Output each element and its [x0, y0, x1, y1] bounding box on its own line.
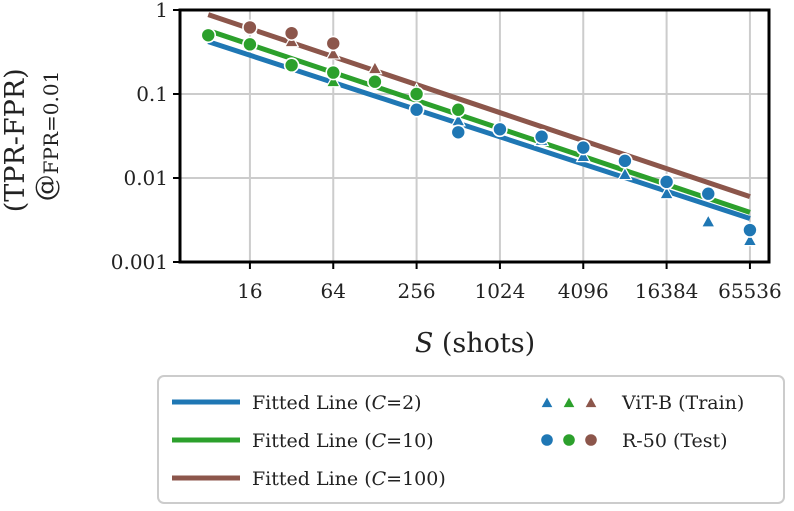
r50-test-point	[408, 86, 425, 102]
y-axis-title: (TPR-FPR) @FPR=0.01	[0, 60, 63, 213]
legend-line-entries: Fitted Line (C=2)Fitted Line (C=10)Fitte…	[172, 392, 446, 490]
x-tick-label: 4096	[558, 279, 609, 303]
legend-frame	[157, 375, 785, 504]
vit-b-train-point	[617, 166, 633, 181]
legend-circle-swatch	[561, 432, 577, 448]
data-points	[200, 19, 758, 247]
legend-line-label-suffix: =2)	[386, 392, 421, 414]
x-tick-label: 64	[321, 279, 346, 303]
legend-marker-entries: ViT-B (Train) R-50 (Test)	[539, 392, 744, 452]
r50-test-point	[450, 124, 467, 141]
vit-b-train-point	[325, 73, 341, 88]
r50-test-point	[700, 185, 717, 202]
y-tick-label: 1	[155, 0, 168, 22]
legend-circle-swatch	[583, 432, 599, 448]
r50-test-point	[617, 153, 633, 169]
legend-line-label-var: C	[372, 468, 387, 490]
r50-test-point	[492, 121, 508, 138]
r50-test-point	[325, 64, 342, 81]
r50-test-point	[242, 36, 258, 53]
plot-frame	[178, 8, 771, 264]
legend-marker-label: ViT-B (Train)	[621, 392, 744, 414]
legend-line-label-prefix: Fitted Line (	[252, 392, 372, 414]
r50-test-point	[450, 101, 467, 118]
r50-test-point	[367, 73, 383, 90]
legend-line-label: Fitted Line (C=2)	[252, 392, 422, 414]
y-tick-label: 0.1	[136, 82, 168, 106]
legend-line-label-suffix: =10)	[386, 430, 434, 452]
legend: Fitted Line (C=2)Fitted Line (C=10)Fitte…	[157, 375, 785, 504]
x-axis-title: S (shots)	[415, 328, 535, 359]
legend-line-label: Fitted Line (C=10)	[252, 430, 434, 452]
vit-b-train-point	[742, 232, 758, 247]
r50-test-point	[575, 139, 592, 156]
r50-test-point	[325, 35, 342, 52]
r50-test-point	[242, 19, 258, 36]
legend-circle-swatch	[539, 432, 555, 448]
vit-b-train-point	[367, 60, 383, 75]
vit-b-train-point	[325, 45, 341, 60]
vit-b-train-point	[658, 185, 675, 200]
y-axis-title-line2: FPR=0.01	[39, 71, 63, 175]
r50-test-point	[658, 174, 675, 190]
fitted-line-c-2	[207, 39, 751, 221]
legend-line-label-prefix: Fitted Line (	[252, 468, 372, 490]
vit-b-train-point	[575, 148, 591, 163]
r50-test-point	[408, 101, 425, 118]
x-axis-title-rest: (shots)	[433, 328, 535, 359]
x-tick-label: 16	[237, 279, 262, 303]
y-axis-title-at: @	[31, 174, 62, 201]
legend-triangle-swatch	[583, 395, 599, 409]
fitted-line-c-100	[207, 12, 751, 200]
y-axis-title-line1: (TPR-FPR)	[0, 68, 31, 212]
x-tick-label: 1024	[474, 279, 525, 303]
r50-test-point	[200, 27, 217, 44]
y-tick-label: 0.01	[123, 166, 168, 190]
x-tick-label: 256	[397, 279, 435, 303]
legend-line-label-var: C	[372, 430, 387, 452]
r50-test-point	[283, 25, 300, 41]
legend-line-label-prefix: Fitted Line (	[252, 430, 372, 452]
legend-triangle-swatch	[561, 395, 577, 409]
r50-test-point	[283, 57, 300, 74]
r50-test-point	[742, 222, 758, 238]
y-ticks: 0.001 0.01 0.1 1	[111, 0, 180, 274]
legend-triangle-swatch	[539, 395, 555, 409]
r50-test-point	[533, 128, 550, 145]
grid	[180, 9, 769, 263]
y-tick-label: 0.001	[111, 250, 168, 274]
x-tick-label: 16384	[635, 279, 699, 303]
x-tick-label: 65536	[718, 279, 782, 303]
legend-marker-label: R-50 (Test)	[622, 430, 728, 452]
x-ticks: 16 64 256 1024 4096 16384 65536	[237, 262, 782, 303]
legend-line-label-var: C	[372, 392, 387, 414]
legend-line-label: Fitted Line (C=100)	[252, 468, 446, 490]
legend-line-label-suffix: =100)	[386, 468, 446, 490]
vit-b-train-point	[700, 213, 716, 228]
x-axis-title-var: S	[415, 328, 434, 359]
